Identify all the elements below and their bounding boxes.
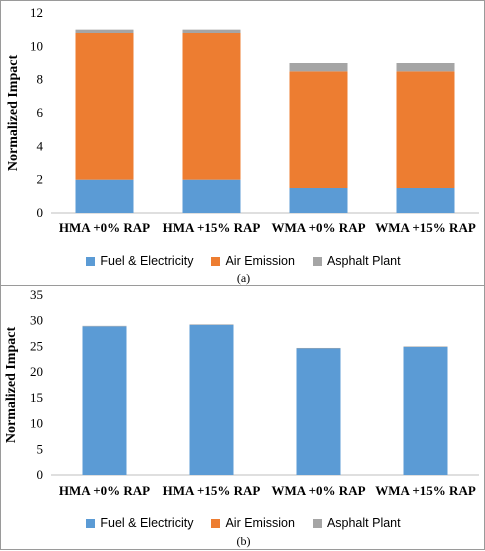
x-tick-label: HMA +15% RAP <box>163 483 261 498</box>
legend-label-air: Air Emission <box>225 516 295 530</box>
y-tick-label: 4 <box>37 138 44 153</box>
legend-item-fuel: Fuel & Electricity <box>86 254 193 268</box>
legend-swatch-fuel <box>86 256 96 266</box>
x-tick-label: WMA +15% RAP <box>375 483 476 498</box>
x-tick-label: HMA +0% RAP <box>59 220 150 235</box>
y-tick-label: 30 <box>30 313 43 328</box>
chart-panel-a: Normalized Impact 0 2 4 6 8 10 12 HMA +0% RAP HMA… <box>0 0 485 289</box>
legend-swatch-air <box>211 518 221 528</box>
bar-air-0 <box>75 33 134 180</box>
legend-b: Fuel & Electricity Air Emission Asphalt … <box>1 516 485 530</box>
legend-swatch-fuel <box>86 518 96 528</box>
bar-air-1 <box>182 33 241 180</box>
legend-label-asphalt: Asphalt Plant <box>326 254 401 268</box>
legend-label-fuel: Fuel & Electricity <box>100 516 194 530</box>
caption-a: (a) <box>236 271 251 285</box>
y-tick-label: 5 <box>37 441 44 456</box>
bar-fuel-3 <box>396 188 455 213</box>
bar-fuel-1 <box>189 324 234 475</box>
bar-fuel-1 <box>182 179 241 213</box>
y-tick-label: 10 <box>30 38 43 53</box>
bar-asphalt-3 <box>403 346 448 347</box>
legend-swatch-asphalt <box>312 518 322 528</box>
legend-swatch-air <box>211 256 221 266</box>
x-tick-label: WMA +15% RAP <box>375 220 476 235</box>
legend-item-fuel: Fuel & Electricity <box>86 516 193 530</box>
bar-fuel-0 <box>75 179 134 213</box>
y-tick-label: 15 <box>30 390 43 405</box>
chart-panel-b: Normalized Impact 0 5 10 15 20 25 30 35 HMA +0% R… <box>0 285 485 550</box>
bar-air-3 <box>396 71 455 188</box>
bar-fuel-3 <box>403 346 448 475</box>
legend-label-asphalt: Asphalt Plant <box>326 516 401 530</box>
bar-asphalt-3 <box>396 63 455 72</box>
chart-a-svg: Normalized Impact 0 2 4 6 8 10 12 HMA +0% RAP HMA… <box>6 5 479 235</box>
bar-fuel-0 <box>82 326 127 475</box>
y-tick-label: 10 <box>30 416 43 431</box>
x-tick-label: WMA +0% RAP <box>271 483 365 498</box>
chart-b-svg: Normalized Impact 0 5 10 15 20 25 30 35 HMA +0% R… <box>4 287 479 498</box>
y-axis-label: Normalized Impact <box>4 327 19 444</box>
y-tick-label: 6 <box>37 105 44 120</box>
bar-fuel-2 <box>289 188 348 213</box>
bar-fuel-2 <box>296 348 341 475</box>
y-tick-label: 2 <box>37 172 44 187</box>
x-tick-label: HMA +0% RAP <box>59 483 150 498</box>
x-tick-label: WMA +0% RAP <box>271 220 365 235</box>
legend-item-air: Air Emission <box>211 254 295 268</box>
y-tick-label: 35 <box>30 287 43 302</box>
bar-asphalt-1 <box>182 29 241 33</box>
bar-asphalt-0 <box>82 325 127 327</box>
bar-asphalt-1 <box>189 324 234 325</box>
y-tick-label: 8 <box>37 72 44 87</box>
bar-asphalt-0 <box>75 29 134 33</box>
x-tick-label: HMA +15% RAP <box>163 220 261 235</box>
bar-asphalt-2 <box>289 63 348 72</box>
legend-swatch-asphalt <box>312 256 322 266</box>
legend-item-asphalt: Asphalt Plant <box>312 254 401 268</box>
legend-a: Fuel & Electricity Air Emission Asphalt … <box>1 254 485 268</box>
legend-label-fuel: Fuel & Electricity <box>100 254 194 268</box>
y-tick-label: 20 <box>30 364 43 379</box>
y-axis-label: Normalized Impact <box>6 55 21 172</box>
legend-label-air: Air Emission <box>225 254 295 268</box>
caption-b: (b) <box>236 534 251 548</box>
bar-air-2 <box>289 71 348 188</box>
bar-asphalt-2 <box>296 347 341 349</box>
legend-item-air: Air Emission <box>211 516 295 530</box>
y-tick-label: 0 <box>37 205 44 220</box>
y-tick-label: 12 <box>30 5 43 20</box>
y-tick-label: 25 <box>30 338 43 353</box>
legend-item-asphalt: Asphalt Plant <box>312 516 401 530</box>
y-tick-label: 0 <box>37 467 44 482</box>
